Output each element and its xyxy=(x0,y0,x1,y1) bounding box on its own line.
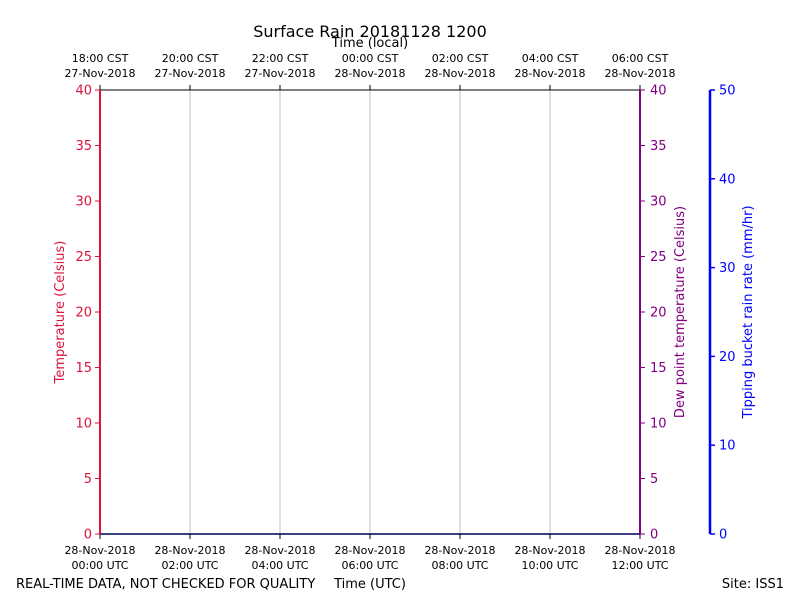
quality-note: REAL-TIME DATA, NOT CHECKED FOR QUALITY xyxy=(16,577,315,592)
x-tick-label-utc-time: 10:00 UTC xyxy=(521,559,578,572)
x-tick-label-utc-time: 12:00 UTC xyxy=(611,559,668,572)
x-tick-label-utc-time: 02:00 UTC xyxy=(161,559,218,572)
x-tick-label-utc-date: 28-Nov-2018 xyxy=(244,544,315,557)
dewpoint-tick-label: 10 xyxy=(650,417,667,432)
rain-rate-tick-label: 10 xyxy=(719,439,736,454)
temperature-tick-label: 5 xyxy=(84,472,92,487)
rain-rate-tick-label: 50 xyxy=(719,84,736,99)
chart-title: Surface Rain 20181128 1200 xyxy=(253,22,487,41)
temperature-tick-label: 15 xyxy=(75,361,92,376)
bottom-axis-label: Time (UTC) xyxy=(333,577,406,592)
x-tick-label-utc-date: 28-Nov-2018 xyxy=(154,544,225,557)
rain-rate-tick-label: 40 xyxy=(719,172,736,187)
x-tick-label-local-date: 27-Nov-2018 xyxy=(64,67,135,80)
x-tick-label-local-date: 28-Nov-2018 xyxy=(424,67,495,80)
dewpoint-tick-label: 5 xyxy=(650,472,658,487)
x-tick-label-local-time: 18:00 CST xyxy=(72,52,129,65)
rain-rate-tick-label: 0 xyxy=(719,528,727,543)
x-tick-label-local-time: 22:00 CST xyxy=(252,52,309,65)
rain-rate-tick-label: 30 xyxy=(719,261,736,276)
temperature-tick-label: 35 xyxy=(75,139,92,154)
x-tick-label-local-date: 28-Nov-2018 xyxy=(604,67,675,80)
temperature-tick-label: 40 xyxy=(75,84,92,99)
dewpoint-tick-label: 0 xyxy=(650,528,658,543)
x-tick-label-utc-time: 06:00 UTC xyxy=(341,559,398,572)
x-tick-label-utc-date: 28-Nov-2018 xyxy=(514,544,585,557)
dewpoint-tick-label: 40 xyxy=(650,84,667,99)
dewpoint-tick-label: 30 xyxy=(650,195,667,210)
plot-frame xyxy=(99,89,712,535)
rain-rate-axis-label: Tipping bucket rain rate (mm/hr) xyxy=(741,205,756,419)
temperature-tick-label: 30 xyxy=(75,195,92,210)
x-tick-label-utc-date: 28-Nov-2018 xyxy=(604,544,675,557)
x-tick-label-utc-date: 28-Nov-2018 xyxy=(64,544,135,557)
temperature-tick-label: 20 xyxy=(75,306,92,321)
temperature-tick-label: 0 xyxy=(84,528,92,543)
tick-labels: 28-Nov-2018 00:00 UTC 18:00 CST 27-Nov-2018… xyxy=(64,52,735,572)
x-tick-label-local-time: 02:00 CST xyxy=(432,52,489,65)
site-label: Site: ISS1 xyxy=(722,577,784,592)
dewpoint-axis-label: Dew point temperature (Celsius) xyxy=(673,206,688,418)
dewpoint-tick-label: 25 xyxy=(650,250,667,265)
temperature-tick-label: 25 xyxy=(75,250,92,265)
x-tick-label-local-time: 04:00 CST xyxy=(522,52,579,65)
dewpoint-tick-label: 15 xyxy=(650,361,667,376)
x-tick-label-utc-time: 00:00 UTC xyxy=(71,559,128,572)
x-tick-label-local-date: 28-Nov-2018 xyxy=(334,67,405,80)
x-tick-label-utc-time: 08:00 UTC xyxy=(431,559,488,572)
x-tick-label-utc-time: 04:00 UTC xyxy=(251,559,308,572)
x-tick-label-local-time: 00:00 CST xyxy=(342,52,399,65)
dewpoint-tick-label: 20 xyxy=(650,306,667,321)
temperature-tick-label: 10 xyxy=(75,417,92,432)
x-tick-label-local-date: 27-Nov-2018 xyxy=(154,67,225,80)
grid-lines xyxy=(189,90,551,534)
x-tick-label-local-date: 27-Nov-2018 xyxy=(244,67,315,80)
temperature-axis-label: Temperature (Celsius) xyxy=(53,241,68,385)
dewpoint-tick-label: 35 xyxy=(650,139,667,154)
rain-rate-tick-label: 20 xyxy=(719,350,736,365)
x-tick-label-utc-date: 28-Nov-2018 xyxy=(334,544,405,557)
top-axis-label: Time (local) xyxy=(331,36,408,51)
x-tick-label-utc-date: 28-Nov-2018 xyxy=(424,544,495,557)
x-tick-label-local-time: 06:00 CST xyxy=(612,52,669,65)
x-tick-label-local-date: 28-Nov-2018 xyxy=(514,67,585,80)
x-tick-label-local-time: 20:00 CST xyxy=(162,52,219,65)
